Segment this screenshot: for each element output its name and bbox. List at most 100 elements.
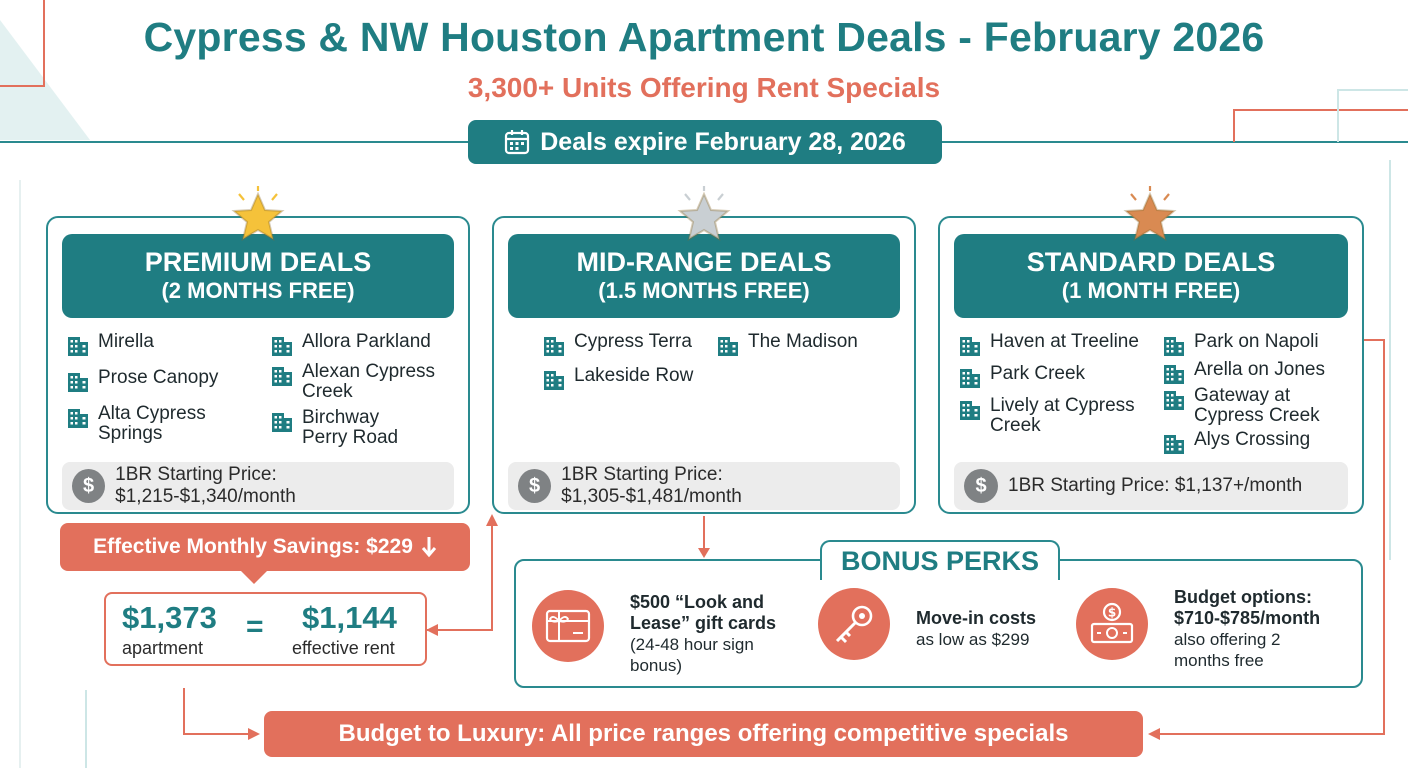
property-name: The Madison (748, 331, 858, 352)
mid-range-deals-card: MID-RANGE DEALS (1.5 MONTHS FREE) Cypres… (492, 216, 916, 514)
property-item: Alys Crossing (1162, 430, 1310, 460)
property-name: Prose Canopy (98, 367, 219, 388)
property-item: Lakeside Row (542, 366, 693, 396)
property-name: Lakeside Row (574, 365, 694, 386)
property-item: Haven at Treeline (958, 332, 1139, 362)
standard-deals-header: STANDARD DEALS (1 MONTH FREE) (954, 234, 1348, 318)
property-item: Cypress Terra (542, 332, 692, 362)
building-icon (270, 409, 294, 438)
expiry-banner: Deals expire February 28, 2026 (468, 120, 942, 164)
footer-text: Budget to Luxury: All price ranges offer… (338, 720, 1069, 747)
property-name: Arella on Jones (1194, 359, 1325, 380)
svg-text:$: $ (1108, 606, 1116, 620)
property-name: Park Creek (990, 363, 1086, 384)
property-item: Gateway at Cypress Creek (1162, 386, 1320, 426)
property-name: Cypress Terra (574, 331, 692, 352)
property-name: Alexan Cypress (302, 361, 436, 382)
building-icon (270, 363, 294, 392)
property-item: Park Creek (958, 364, 1085, 394)
dollar-coin-icon: $ (964, 469, 998, 503)
property-item: Birchway Perry Road (270, 408, 398, 448)
page-subtitle: 3,300+ Units Offering Rent Specials (467, 72, 941, 103)
key-icon (818, 588, 890, 660)
property-name: Gateway at (1194, 385, 1291, 406)
price-bar: $ 1BR Starting Price: $1,137+/month (954, 462, 1348, 510)
gift-card-icon (532, 590, 604, 662)
tier-offer: (1 MONTH FREE) (1061, 278, 1241, 303)
premium-deals-header: PREMIUM DEALS (2 MONTHS FREE) (62, 234, 454, 318)
footer-banner: Budget to Luxury: All price ranges offer… (264, 711, 1143, 757)
perk-detail: bonus) (630, 656, 682, 675)
savings-text: Effective Monthly Savings: $229 (93, 535, 413, 558)
property-item: The Madison (716, 332, 858, 362)
building-icon (958, 333, 982, 362)
property-name: Lively at Cypress (990, 395, 1135, 416)
building-icon (1162, 387, 1186, 416)
apartment-label: apartment (122, 638, 204, 658)
building-icon (542, 333, 566, 362)
property-name: Perry Road (302, 427, 399, 448)
dollar-coin-icon: $ (518, 469, 552, 503)
arrow-down-icon (421, 537, 437, 558)
standard-deals-card: STANDARD DEALS (1 MONTH FREE) Haven at T… (938, 216, 1364, 514)
perk-detail: as low as $299 (916, 630, 1030, 649)
perk-title: $500 “Look and (630, 592, 765, 612)
equals-sign: = (246, 610, 264, 643)
bonus-perks-title: BONUS PERKS (820, 540, 1060, 580)
effective-label: effective rent (292, 638, 395, 658)
tier-offer: (2 MONTHS FREE) (161, 278, 355, 303)
building-icon (716, 333, 740, 362)
calendar-icon (505, 130, 530, 155)
building-icon (66, 405, 90, 434)
perk-title: Lease” gift cards (630, 613, 777, 633)
building-icon (958, 397, 982, 426)
property-name: Springs (98, 423, 163, 444)
building-icon (1162, 333, 1186, 362)
bronze-star-icon (1123, 186, 1177, 242)
premium-deals-card: PREMIUM DEALS (2 MONTHS FREE) Mirella Al… (46, 216, 470, 514)
property-name: Park on Napoli (1194, 331, 1319, 352)
tier-offer: (1.5 MONTHS FREE) (598, 278, 810, 303)
perk-detail: also offering 2 (1174, 630, 1281, 649)
expiry-text: Deals expire February 28, 2026 (540, 127, 906, 156)
building-icon (66, 369, 90, 398)
building-icon (1162, 361, 1186, 390)
property-name: Creek (990, 415, 1041, 436)
perk-move-in: Move-in costs as low as $299 (916, 608, 1036, 650)
property-item: Park on Napoli (1162, 332, 1319, 362)
property-name: Alta Cypress (98, 403, 206, 424)
property-item: Prose Canopy (66, 368, 218, 398)
building-icon (542, 367, 566, 396)
perk-budget-options: Budget options: $710-$785/month also off… (1174, 587, 1320, 671)
property-item: Mirella (66, 332, 154, 362)
savings-pointer (240, 570, 268, 584)
gold-star-icon (231, 186, 285, 242)
apartment-price: $1,373 (122, 600, 217, 635)
property-name: Creek (302, 381, 353, 402)
price-text: 1BR Starting Price: $1,215-$1,340/month (115, 464, 296, 507)
property-item: Arella on Jones (1162, 360, 1325, 390)
building-icon (958, 365, 982, 394)
property-item: Allora Parkland (270, 332, 431, 362)
price-text: 1BR Starting Price: $1,305-$1,481/month (561, 464, 742, 507)
property-item: Alexan Cypress Creek (270, 362, 435, 402)
property-item: Lively at Cypress Creek (958, 396, 1135, 436)
property-name: Mirella (98, 331, 154, 352)
perk-detail: (24-48 hour sign (630, 635, 754, 654)
tier-name: STANDARD DEALS (1026, 247, 1276, 277)
effective-price: $1,144 (302, 600, 397, 635)
price-text: 1BR Starting Price: $1,137+/month (1008, 475, 1303, 496)
money-icon: $ (1076, 588, 1148, 660)
perk-detail: months free (1174, 651, 1264, 670)
price-bar: $ 1BR Starting Price: $1,215-$1,340/mont… (62, 462, 454, 510)
property-name: Alys Crossing (1194, 429, 1311, 450)
tier-name: MID-RANGE DEALS (576, 247, 832, 277)
dollar-coin-icon: $ (72, 469, 106, 503)
mid-range-deals-header: MID-RANGE DEALS (1.5 MONTHS FREE) (508, 234, 900, 318)
property-name: Haven at Treeline (990, 331, 1139, 352)
property-name: Allora Parkland (302, 331, 431, 352)
savings-banner: Effective Monthly Savings: $229 (60, 523, 470, 571)
page-title: Cypress & NW Houston Apartment Deals - F… (143, 14, 1265, 60)
